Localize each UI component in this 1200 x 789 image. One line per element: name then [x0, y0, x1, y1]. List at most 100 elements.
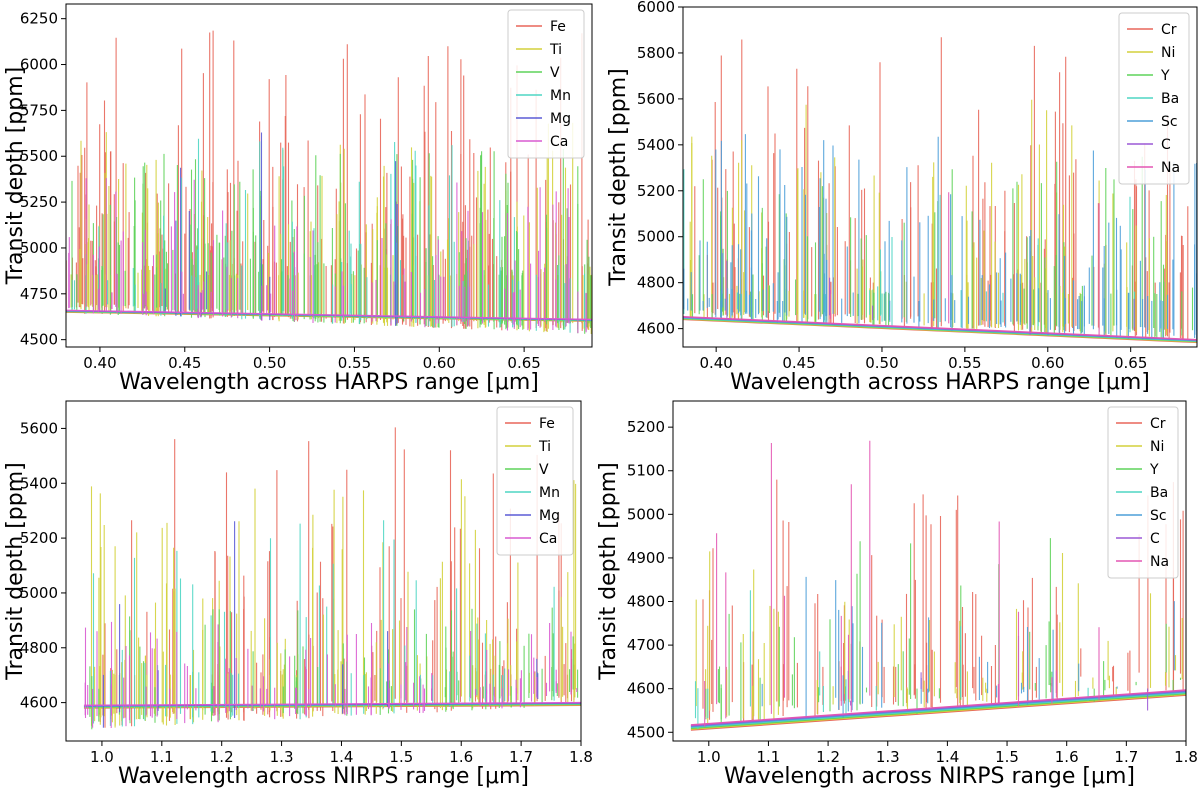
y-tick-label: 4800 [627, 593, 665, 611]
y-tick-label: 5000 [627, 505, 665, 523]
x-tick-label: 1.8 [569, 748, 593, 766]
y-tick-label: 4750 [20, 285, 58, 303]
x-tick-label: 1.0 [90, 748, 114, 766]
continuum-Ca [66, 309, 592, 321]
x-tick-label: 1.7 [1114, 748, 1138, 766]
legend-label-Mn: Mn [550, 88, 571, 104]
y-tick-label: 5000 [20, 239, 58, 257]
y-tick-label: 5250 [20, 193, 58, 211]
y-tick-label: 5000 [637, 228, 675, 246]
x-axis-label: Wavelength across NIRPS range [μm] [724, 764, 1135, 789]
y-tick-label: 6000 [20, 56, 58, 74]
y-tick-label: 4500 [627, 723, 665, 741]
y-tick-label: 5600 [637, 90, 675, 108]
series-Na [690, 440, 1186, 727]
legend-label-Cr: Cr [1150, 416, 1166, 432]
legend-label-Fe: Fe [539, 416, 555, 432]
x-axis-label: Wavelength across HARPS range [μm] [730, 370, 1150, 395]
legend-label-Sc: Sc [1150, 508, 1167, 524]
x-tick-label: 0.65 [1114, 354, 1147, 372]
series-Ca [83, 621, 581, 728]
y-tick-label: 4800 [20, 639, 58, 657]
legend-box [1118, 12, 1190, 185]
x-tick-label: 0.50 [253, 354, 286, 372]
continuum-Sc [690, 691, 1186, 728]
y-tick-label: 5600 [20, 419, 58, 437]
y-tick-label: 6000 [637, 0, 675, 16]
y-tick-label: 4800 [637, 274, 675, 292]
y-axis-label: Transit depth [ppm] [606, 68, 631, 286]
plot-area [83, 427, 581, 730]
axes-frame [672, 400, 1187, 742]
x-tick-label: 1.6 [1055, 748, 1079, 766]
legend-label-Ba: Ba [1161, 91, 1179, 107]
x-tick-label: 0.45 [782, 354, 815, 372]
y-tick-label: 6250 [20, 10, 58, 28]
x-tick-label: 0.60 [423, 354, 456, 372]
legend-label-Na: Na [1150, 554, 1169, 570]
y-tick-label: 5400 [637, 136, 675, 154]
y-tick-label: 5750 [20, 101, 58, 119]
legend-label-Cr: Cr [1161, 22, 1177, 38]
x-tick-label: 1.3 [270, 748, 294, 766]
continuum-Na [683, 315, 1197, 341]
legend-label-Y: Y [1149, 462, 1159, 478]
continuum-Ca [83, 701, 581, 707]
x-tick-label: 1.4 [330, 748, 354, 766]
chart-panel-top-right: 0.40 0.45 0.50 0.55 0.60 0.65 4600 4800 5000 5200… [606, 0, 1198, 395]
axes-frame [65, 400, 582, 742]
continuum-Na [690, 689, 1186, 726]
x-tick-label: 0.50 [865, 354, 898, 372]
x-tick-label: 0.65 [507, 354, 540, 372]
continuum-Cr [690, 694, 1186, 731]
x-tick-label: 1.1 [150, 748, 174, 766]
legend-label-Fe: Fe [550, 19, 566, 35]
y-tick-label: 5500 [20, 147, 58, 165]
x-tick-label: 1.4 [935, 748, 959, 766]
series-Ni [690, 551, 1186, 730]
legend-label-C: C [1150, 531, 1160, 547]
x-tick-label: 0.40 [83, 354, 116, 372]
series-Ba [690, 590, 1186, 730]
y-tick-label: 5400 [20, 474, 58, 492]
chart-panel-top-left: 0.40 0.45 0.50 0.55 0.60 0.65 4500 4750 5000 5250… [3, 3, 593, 395]
y-axis-label: Transit depth [ppm] [3, 462, 28, 680]
continuum-C [690, 690, 1186, 727]
legend-box [1107, 406, 1179, 579]
legend-label-V: V [539, 462, 549, 478]
plot-area [66, 30, 592, 334]
series-Sc [690, 576, 1186, 728]
legend: Cr Ni Y Ba Sc C Na [1118, 12, 1190, 185]
y-axis-label: Transit depth [ppm] [3, 67, 28, 285]
x-tick-label: 1.2 [210, 748, 234, 766]
legend: Fe Ti V Mn Mg Ca [496, 406, 574, 556]
x-tick-label: 1.8 [1174, 748, 1198, 766]
legend-box [507, 9, 585, 159]
legend-label-V: V [550, 65, 560, 81]
y-axis-label: Transit depth [ppm] [596, 462, 621, 680]
x-tick-label: 1.1 [757, 748, 781, 766]
y-tick-label: 5200 [627, 418, 665, 436]
legend-label-Na: Na [1161, 160, 1180, 176]
chart-panel-bottom-left: 1.0 1.1 1.2 1.3 1.4 1.5 1.6 1.7 1.8 4600 4800 5000 5… [3, 400, 593, 789]
x-tick-label: 1.6 [449, 748, 473, 766]
y-tick-label: 5800 [637, 44, 675, 62]
y-tick-label: 4600 [627, 680, 665, 698]
y-tick-label: 4600 [20, 694, 58, 712]
legend-label-C: C [1161, 137, 1171, 153]
legend-label-Mg: Mg [550, 111, 571, 127]
x-tick-label: 1.5 [995, 748, 1019, 766]
continuum-Ba [690, 691, 1186, 729]
series-Ca [66, 178, 592, 334]
continuum-Y [690, 692, 1186, 730]
plot-area [683, 37, 1197, 344]
legend-label-Mg: Mg [539, 508, 560, 524]
y-tick-label: 5000 [20, 584, 58, 602]
legend-label-Ti: Ti [538, 439, 551, 455]
continuum-Ni [690, 693, 1186, 730]
legend: Cr Ni Y Ba Sc C Na [1107, 406, 1179, 579]
plot-area [690, 440, 1186, 731]
y-tick-label: 4600 [637, 320, 675, 338]
x-tick-label: 0.55 [338, 354, 371, 372]
